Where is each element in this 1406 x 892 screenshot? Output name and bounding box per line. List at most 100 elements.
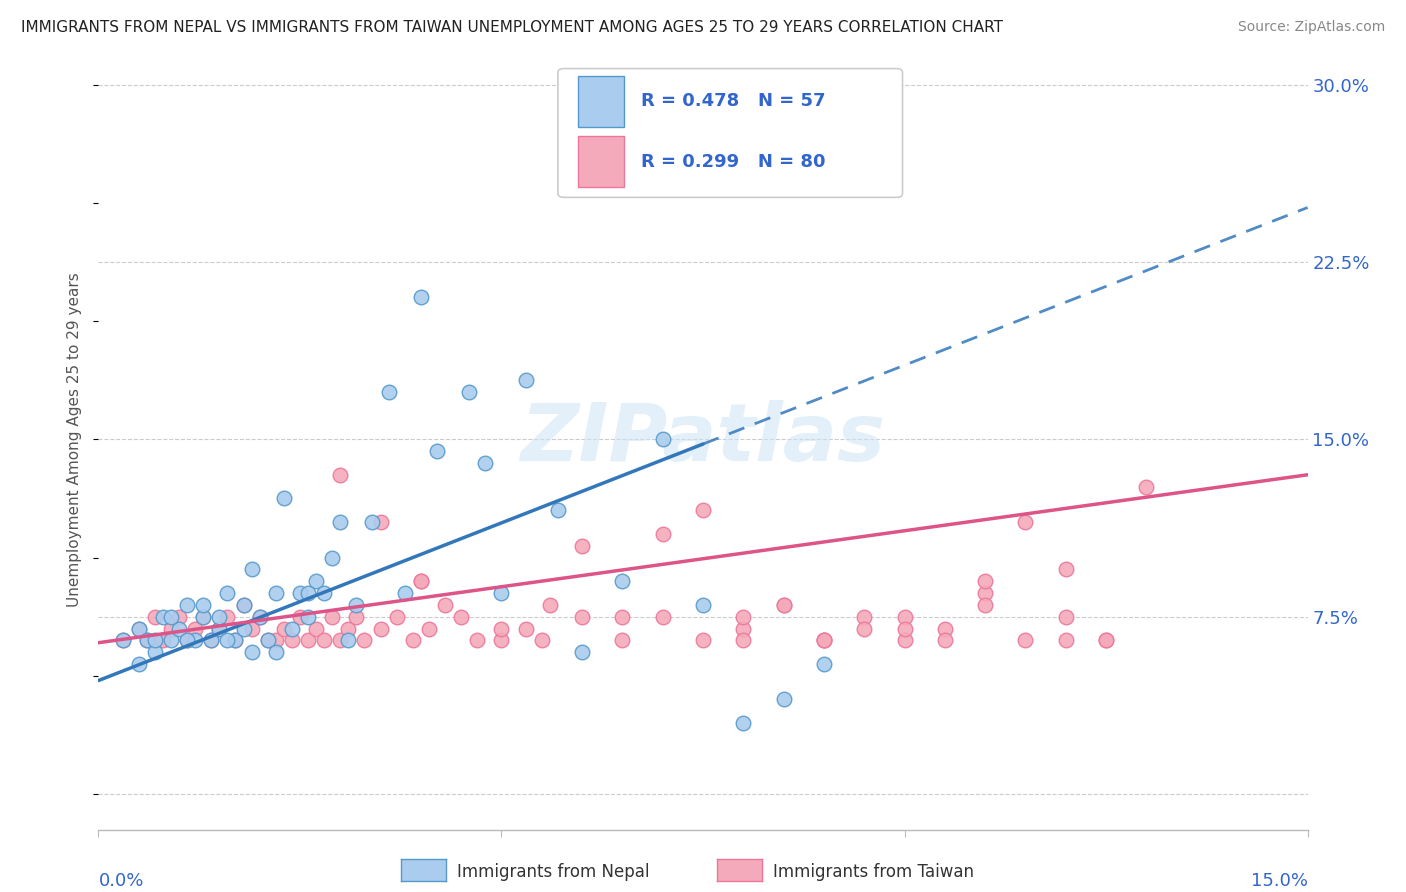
Point <box>893 633 915 648</box>
Text: R = 0.478   N = 57: R = 0.478 N = 57 <box>641 92 825 111</box>
Point <box>1014 633 1036 648</box>
Point <box>135 633 157 648</box>
Point <box>426 444 449 458</box>
Point <box>344 598 367 612</box>
Point <box>1095 633 1118 648</box>
Point <box>733 609 755 624</box>
Point <box>128 622 150 636</box>
Point <box>385 609 408 624</box>
Point <box>409 574 432 589</box>
Point <box>305 574 328 589</box>
Point <box>651 433 673 447</box>
Point <box>128 657 150 671</box>
Point <box>1054 609 1077 624</box>
Point <box>1135 480 1157 494</box>
Point <box>143 609 166 624</box>
Point <box>281 633 304 648</box>
Point <box>264 586 287 600</box>
Point <box>329 467 352 482</box>
Point <box>160 633 183 648</box>
Point <box>193 609 215 624</box>
Point <box>321 550 343 565</box>
Point <box>370 515 392 529</box>
Text: ZIPatlas: ZIPatlas <box>520 401 886 478</box>
Point <box>813 633 835 648</box>
Text: 15.0%: 15.0% <box>1250 872 1308 890</box>
Point <box>184 622 207 636</box>
Point <box>409 290 432 304</box>
Point <box>733 716 755 731</box>
Point <box>167 609 190 624</box>
Point <box>772 598 794 612</box>
Text: Immigrants from Nepal: Immigrants from Nepal <box>457 863 650 881</box>
Point <box>314 586 336 600</box>
Point <box>193 598 215 612</box>
Point <box>813 657 835 671</box>
Point <box>458 384 481 399</box>
Point <box>217 586 239 600</box>
Point <box>232 622 254 636</box>
Point <box>152 633 174 648</box>
Point <box>329 515 352 529</box>
Point <box>224 633 246 648</box>
Text: Source: ZipAtlas.com: Source: ZipAtlas.com <box>1237 20 1385 34</box>
Text: 0.0%: 0.0% <box>98 872 143 890</box>
Point <box>200 633 222 648</box>
Point <box>1014 515 1036 529</box>
Point <box>111 633 134 648</box>
Point <box>337 622 360 636</box>
Point <box>143 633 166 648</box>
Point <box>152 609 174 624</box>
Point <box>273 622 295 636</box>
Point <box>394 586 416 600</box>
Point <box>692 503 714 517</box>
Point <box>772 692 794 706</box>
Point <box>651 609 673 624</box>
Point <box>160 609 183 624</box>
Point <box>281 622 304 636</box>
Point <box>176 633 198 648</box>
Point <box>450 609 472 624</box>
Point <box>571 645 593 659</box>
Point <box>434 598 457 612</box>
Point <box>224 633 246 648</box>
Point <box>232 598 254 612</box>
Text: Immigrants from Taiwan: Immigrants from Taiwan <box>773 863 974 881</box>
Point <box>692 598 714 612</box>
Point <box>893 609 915 624</box>
Point <box>1095 633 1118 648</box>
Point <box>612 574 634 589</box>
Bar <box>578 76 624 127</box>
Point <box>934 622 956 636</box>
Point <box>813 633 835 648</box>
Point <box>418 622 440 636</box>
Point <box>402 633 425 648</box>
Point <box>974 574 997 589</box>
Point <box>200 633 222 648</box>
Point <box>337 633 360 648</box>
Point <box>217 609 239 624</box>
Point <box>974 598 997 612</box>
Point <box>491 622 513 636</box>
Point <box>193 609 215 624</box>
Point <box>143 645 166 659</box>
Text: R = 0.299   N = 80: R = 0.299 N = 80 <box>641 153 825 170</box>
Point <box>167 622 190 636</box>
Point <box>160 622 183 636</box>
Point <box>297 609 319 624</box>
Point <box>571 609 593 624</box>
Point <box>571 539 593 553</box>
Point <box>288 586 311 600</box>
Point <box>176 598 198 612</box>
Point <box>249 609 271 624</box>
Point <box>184 633 207 648</box>
Point <box>305 622 328 636</box>
Point <box>135 633 157 648</box>
Point <box>232 598 254 612</box>
Point <box>491 586 513 600</box>
Point <box>813 633 835 648</box>
Point <box>256 633 278 648</box>
Point <box>264 633 287 648</box>
Point <box>128 622 150 636</box>
Point <box>612 609 634 624</box>
